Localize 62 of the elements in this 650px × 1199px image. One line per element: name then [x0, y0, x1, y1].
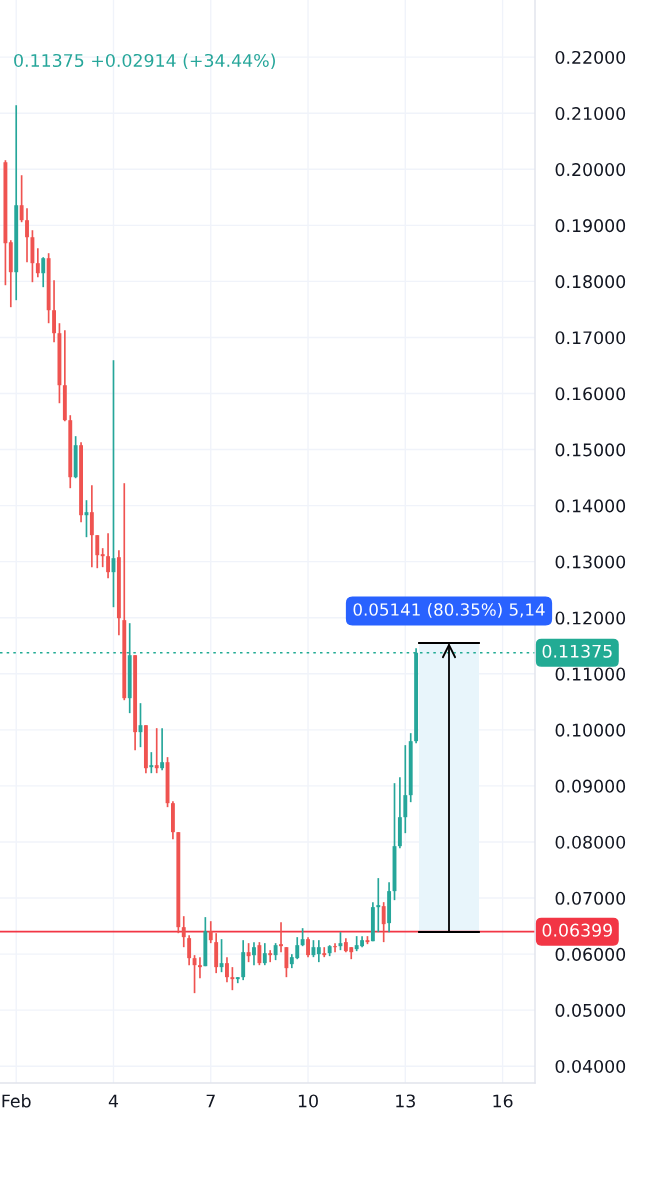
candlestick — [219, 938, 224, 974]
candlestick — [106, 532, 111, 579]
candlestick — [381, 901, 386, 943]
candlestick — [187, 934, 192, 967]
y-tick-label: 0.09000 — [555, 779, 626, 793]
ref-line-label: 0.11375 — [542, 644, 612, 658]
candlestick — [181, 915, 186, 949]
candlestick — [225, 956, 229, 983]
y-tick-label: 0.06000 — [555, 947, 626, 961]
x-tick-label: 16 — [493, 1094, 513, 1108]
y-tick-label: 0.15000 — [555, 443, 626, 457]
x-tick-label: 7 — [206, 1094, 215, 1108]
x-tick-label: 4 — [108, 1094, 119, 1108]
candlestick — [252, 941, 256, 967]
y-tick-label: 0.19000 — [555, 219, 626, 233]
y-tick-label: 0.05000 — [555, 1003, 626, 1017]
candlestick — [160, 727, 165, 771]
candlestick — [268, 949, 273, 963]
candlestick — [25, 207, 29, 264]
candlestick — [262, 942, 267, 967]
y-tick-label: 0.16000 — [555, 387, 626, 401]
y-tick-label: 0.10000 — [555, 723, 626, 737]
y-tick-label: 0.20000 — [555, 163, 626, 177]
annotation: 0.11375 +0.02914 (+34.44%) — [14, 53, 275, 70]
candlestick — [316, 939, 321, 963]
candlestick — [198, 956, 202, 980]
candlestick — [89, 484, 94, 569]
x-tick-label: 10 — [298, 1094, 318, 1108]
x-tick-label: 13 — [396, 1094, 415, 1108]
candlestick — [322, 946, 327, 958]
candlestick — [333, 942, 337, 954]
y-tick-label: 0.22000 — [555, 50, 626, 65]
candlestick — [403, 744, 408, 834]
candlestick — [208, 920, 213, 944]
candlestick — [41, 256, 46, 289]
candlestick — [257, 941, 262, 967]
y-tick-label: 0.13000 — [555, 555, 626, 569]
annotation: 0.05141 (80.35%) 5,14 — [353, 602, 545, 618]
candlestick — [306, 936, 310, 958]
candlestick — [95, 534, 100, 570]
candlestick — [149, 751, 154, 775]
candlestick — [284, 946, 289, 979]
y-tick-label: 0.08000 — [555, 835, 626, 849]
candlestick — [52, 279, 56, 344]
candlestick — [35, 247, 40, 279]
x-tick-label: Feb — [2, 1094, 31, 1108]
ref-line-label: 0.06399 — [542, 923, 612, 937]
y-tick-label: 0.17000 — [555, 331, 626, 345]
y-tick-label: 0.18000 — [555, 275, 626, 289]
candlestick — [154, 727, 159, 775]
y-tick-label: 0.11000 — [555, 667, 626, 681]
y-tick-label: 0.21000 — [555, 106, 626, 121]
candlestick — [376, 877, 381, 933]
y-tick-label: 0.12000 — [555, 611, 626, 625]
y-tick-label: 0.14000 — [555, 499, 626, 513]
candlestick — [19, 174, 24, 224]
y-tick-label: 0.04000 — [555, 1059, 626, 1074]
y-tick-label: 0.07000 — [555, 891, 626, 905]
candlestick — [230, 966, 235, 992]
candlestick — [246, 942, 251, 963]
candlestick — [279, 921, 283, 954]
candlestick — [100, 547, 105, 569]
